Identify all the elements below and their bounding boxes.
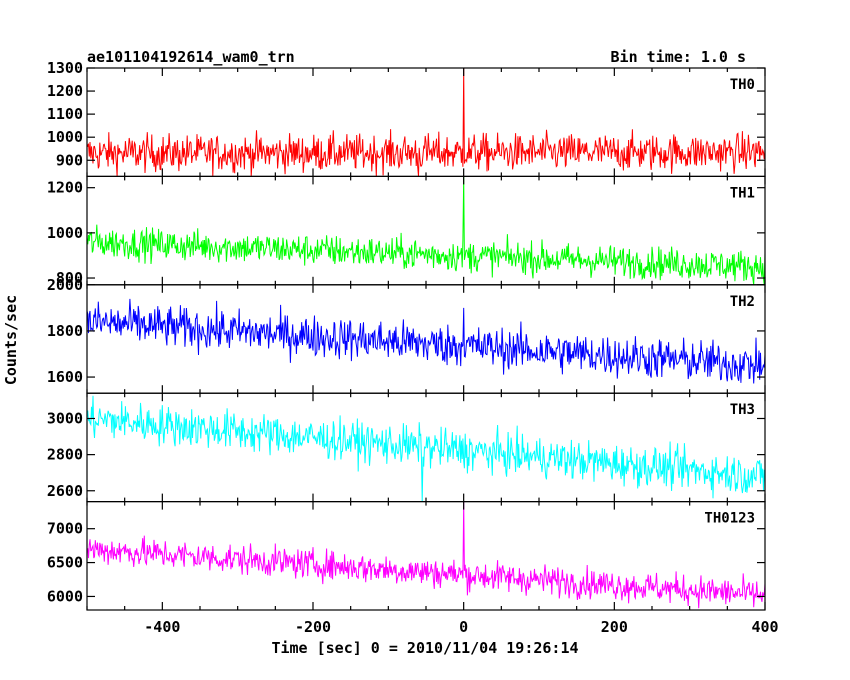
y-tick-label: 1300: [47, 59, 83, 77]
series-line-th0123: [87, 501, 765, 609]
y-tick-label: 900: [56, 151, 83, 169]
panel-name-label: TH0: [730, 77, 755, 93]
y-tick-label: 3000: [47, 409, 83, 427]
y-tick-label: 1800: [47, 322, 83, 340]
panels-group: 900 1000 1100 1200 1300 TH0 800 1000 1200 TH1 1600…: [47, 59, 779, 636]
y-tick-label: 800: [56, 269, 83, 287]
series-line-th1: [87, 176, 765, 285]
y-tick-label: 1600: [47, 368, 83, 386]
y-tick-label: 6500: [47, 554, 83, 572]
panel-frame: [86, 284, 766, 394]
x-tick-label: -200: [295, 618, 331, 636]
panel-name-label: TH3: [730, 402, 755, 418]
panel-name-label: TH2: [730, 294, 755, 310]
series-line-th2: [87, 298, 765, 384]
y-tick-label: 1100: [47, 105, 83, 123]
panel-name-label: TH0123: [704, 511, 755, 527]
series-line-th0: [87, 68, 765, 177]
x-tick-label: 400: [751, 618, 778, 636]
bin-time-label: Bin time: 1.0 s: [611, 48, 746, 66]
series-line-th3: [87, 395, 765, 502]
y-tick-label: 1200: [47, 179, 83, 197]
x-axis-label: Time [sec] 0 = 2010/11/04 19:26:14: [271, 639, 578, 657]
x-tick-label: -400: [144, 618, 180, 636]
chart-title: ae101104192614_wam0_trn: [87, 48, 295, 66]
y-tick-label: 2600: [47, 482, 83, 500]
y-tick-label: 6000: [47, 587, 83, 605]
y-tick-label: 7000: [47, 520, 83, 538]
y-tick-label: 1200: [47, 82, 83, 100]
y-tick-label: 2000: [47, 276, 83, 294]
x-tick-label: 200: [601, 618, 628, 636]
panel-name-label: TH1: [730, 185, 755, 201]
panel-frame: [86, 501, 766, 611]
y-tick-label: 2800: [47, 446, 83, 464]
y-tick-label: 1000: [47, 224, 83, 242]
y-tick-label: 1000: [47, 128, 83, 146]
x-tick-label: 0: [459, 618, 468, 636]
y-axis-label: Counts/sec: [2, 295, 20, 385]
